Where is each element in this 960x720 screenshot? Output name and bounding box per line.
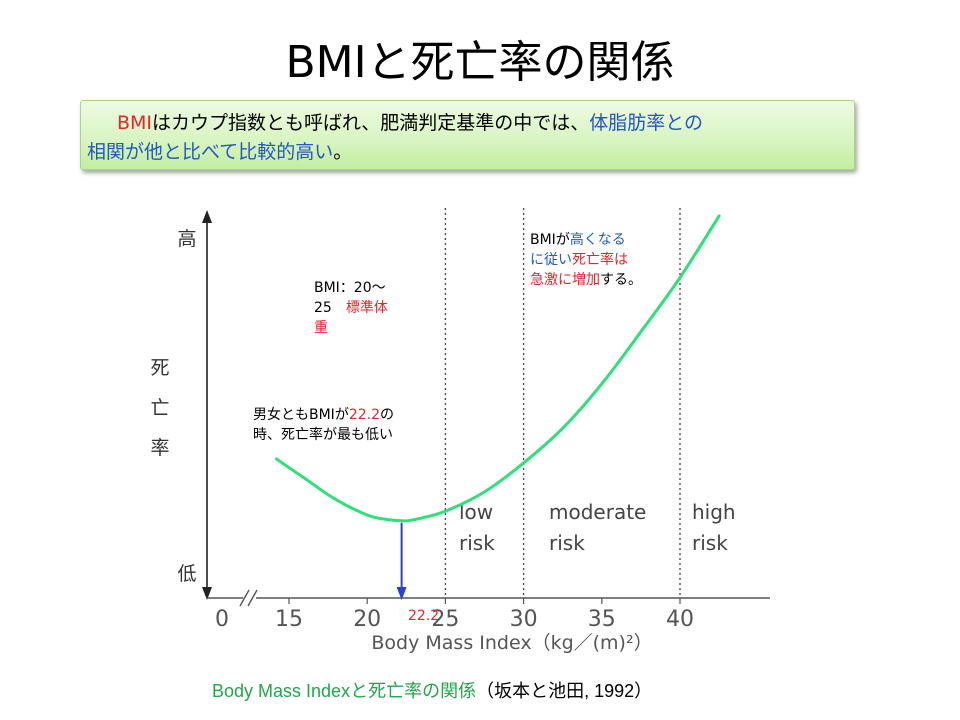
annotation-lowest-mortality-line-1-text-0: 時、死亡率が最も低い xyxy=(253,427,393,443)
summary-line-1-text-1: はカウプ指数とも呼ばれ、肥満判定基準の中では、 xyxy=(152,112,590,134)
y-axis-label-char: 率 xyxy=(150,437,169,459)
annotation-rising-mortality-line-0: BMIが高くなる xyxy=(530,230,642,250)
annotation-standard-weight-line-2: 重 xyxy=(314,318,388,338)
summary-line-1: BMIはカウプ指数とも呼ばれ、肥満判定基準の中では、体脂肪率との xyxy=(87,109,842,138)
annotation-standard-weight-line-0: BMI：20〜 xyxy=(314,278,388,298)
annotation-lowest-mortality-line-1: 時、死亡率が最も低い xyxy=(253,425,394,445)
x-axis-label: Body Mass Index（kg／(m)²） xyxy=(371,632,652,654)
zone-label-line-2: risk xyxy=(692,531,728,555)
x-tick-label: 0 xyxy=(215,607,229,632)
x-tick-label: 20 xyxy=(353,607,381,632)
annotation-lowest-mortality-line-0-text-2: が xyxy=(334,407,349,423)
summary-line-2: 相関が他と比べて比較的高い。 xyxy=(87,138,842,167)
annotation-rising-mortality-line-0-text-1: 高くなる xyxy=(569,232,626,248)
annotation-standard-weight-line-1-text-0: 25 xyxy=(314,300,346,316)
zone-label-line-1: moderate xyxy=(549,500,646,524)
y-axis-label-char: 死 xyxy=(150,357,169,379)
annotation-rising-mortality-line-1-text-2: は xyxy=(614,252,628,268)
annotation-standard-weight-line-1: 25 標準体 xyxy=(314,298,388,318)
annotation-standard-weight-line-1-text-1: 標準体 xyxy=(345,300,388,316)
annotation-lowest-mortality-line-0-text-0: 男女とも xyxy=(253,407,309,423)
summary-line-2-text-0: 相関が他と比べて比較的高い xyxy=(87,141,334,163)
annotation-lowest-mortality-line-0-text-4: の xyxy=(379,407,394,423)
summary-box: BMIはカウプ指数とも呼ばれ、肥満判定基準の中では、体脂肪率との 相関が他と比べ… xyxy=(80,100,855,170)
zone-label-line-2: risk xyxy=(549,531,585,555)
annotation-standard-weight-line-2-text-0: 重 xyxy=(314,320,328,336)
annotation-rising-mortality-line-1: に従い死亡率は xyxy=(530,250,642,270)
caption-part-1: Body Mass Index xyxy=(212,681,351,701)
zone-label-line-2: risk xyxy=(459,531,495,555)
y-axis-arrow-down xyxy=(202,587,212,600)
annotation-rising-mortality-line-2-text-1: する。 xyxy=(600,272,642,288)
x-axis-break-mark xyxy=(239,589,250,607)
x-tick-label: 30 xyxy=(510,607,538,632)
annotation-rising-mortality: BMIが高くなる に従い死亡率は 急激に増加する。 xyxy=(530,230,642,290)
zone-label-line-1: high xyxy=(692,500,736,524)
minimum-marker-arrowhead xyxy=(396,587,407,600)
annotation-standard-weight-line-0-text-0: BMI：20〜 xyxy=(314,280,386,296)
annotation-rising-mortality-line-2-text-0: 急激に増加 xyxy=(530,272,600,288)
y-low-label: 低 xyxy=(177,563,196,585)
annotation-rising-mortality-line-0-text-0: BMIが xyxy=(530,232,570,248)
annotation-rising-mortality-line-2: 急激に増加する。 xyxy=(530,270,642,290)
title-prefix: BMI xyxy=(285,37,367,88)
caption-part-3: （坂本と池田, 1992） xyxy=(476,681,653,701)
x-axis-break-mark xyxy=(247,589,258,607)
x-tick-label: 35 xyxy=(588,607,616,632)
annotation-lowest-mortality: 男女ともBMIが22.2の時、死亡率が最も低い xyxy=(253,405,394,445)
minimum-marker-label: 22.2 xyxy=(408,608,439,624)
annotation-rising-mortality-line-1-text-1: 死亡率 xyxy=(572,252,614,268)
annotation-lowest-mortality-line-0: 男女ともBMIが22.2の xyxy=(253,405,394,425)
slide-title: BMIと死亡率の関係 xyxy=(0,28,960,98)
summary-line-1-text-2: 体脂肪率との xyxy=(589,112,704,134)
annotation-lowest-mortality-line-0-text-3: 22.2 xyxy=(348,407,380,423)
x-tick-label: 40 xyxy=(666,607,694,632)
mortality-curve xyxy=(275,214,721,523)
summary-line-1-text-0: BMI xyxy=(117,112,153,134)
y-axis-arrow-up xyxy=(202,210,212,223)
title-rest: と死亡率の関係 xyxy=(366,37,675,88)
annotation-lowest-mortality-line-0-text-1: BMI xyxy=(309,407,335,423)
annotation-standard-weight: BMI：20〜 25 標準体重 xyxy=(314,278,388,338)
figure-caption: Body Mass Indexと死亡率の関係（坂本と池田, 1992） xyxy=(212,677,652,703)
annotation-rising-mortality-line-1-text-0: に従い xyxy=(530,252,572,268)
y-axis-label-char: 亡 xyxy=(150,397,169,419)
y-high-label: 高 xyxy=(177,228,196,250)
summary-line-2-text-1: 。 xyxy=(333,141,353,163)
x-tick-label: 15 xyxy=(275,607,303,632)
x-tick-label: 25 xyxy=(431,607,459,632)
caption-part-2: と死亡率の関係 xyxy=(350,681,477,701)
